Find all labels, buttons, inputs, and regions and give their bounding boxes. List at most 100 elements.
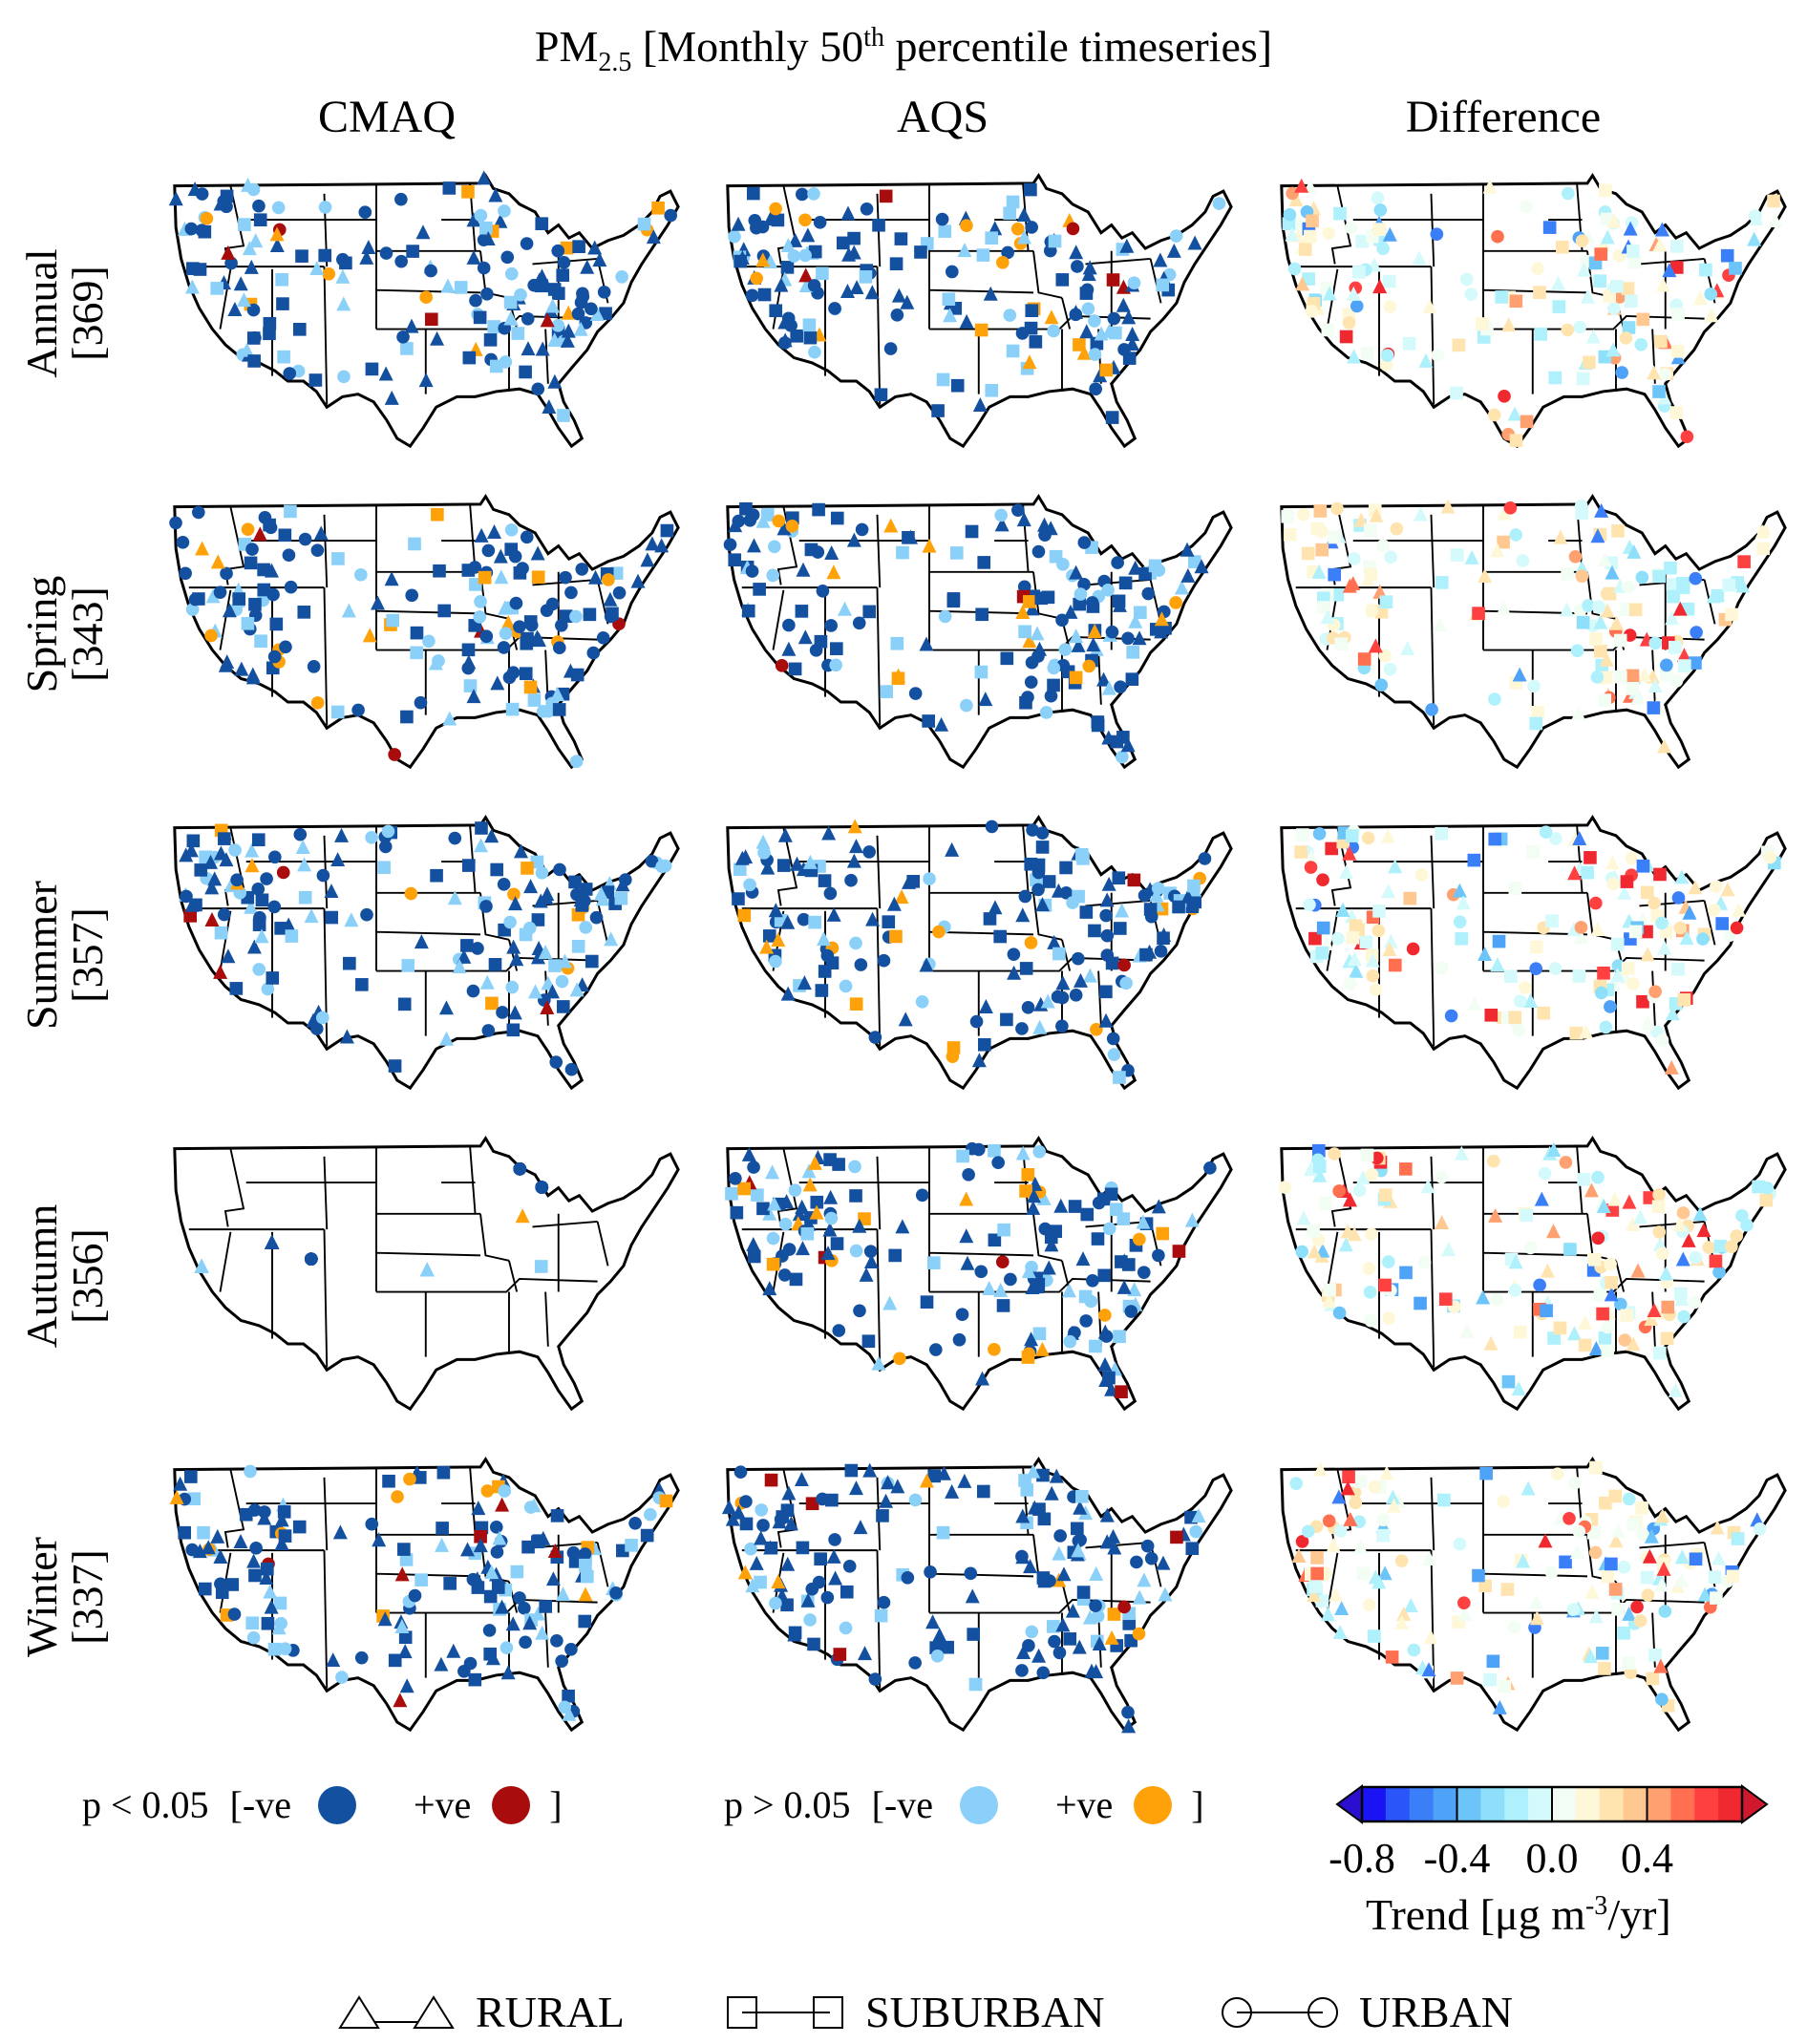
rural-site-marker xyxy=(802,854,818,869)
urban-site-marker xyxy=(569,609,583,624)
map-cmaq-annual xyxy=(168,170,689,454)
rural-site-marker xyxy=(1655,277,1670,292)
suburban-site-marker xyxy=(433,564,446,578)
suburban-site-marker xyxy=(949,546,964,560)
rural-site-marker xyxy=(1457,1607,1473,1621)
suburban-site-marker xyxy=(1596,1307,1609,1321)
urban-site-marker xyxy=(249,1542,263,1555)
suburban-site-marker xyxy=(762,929,776,943)
urban-site-marker xyxy=(217,907,231,922)
suburban-site-marker xyxy=(1313,504,1328,518)
rural-site-marker xyxy=(1180,567,1196,583)
us-map xyxy=(173,814,680,1091)
rural-site-marker xyxy=(371,595,385,610)
suburban-site-marker xyxy=(1709,1254,1723,1268)
urban-site-marker xyxy=(1548,962,1563,975)
urban-site-marker xyxy=(1077,536,1092,549)
season-label: Summer xyxy=(17,881,66,1030)
urban-site-marker xyxy=(796,187,809,202)
legend-neg-label: -ve xyxy=(883,1783,933,1826)
rural-site-marker xyxy=(1534,1191,1549,1206)
suburban-site-marker xyxy=(1455,931,1469,946)
rural-site-marker xyxy=(871,1355,886,1371)
urban-site-marker xyxy=(396,330,410,344)
suburban-site-marker xyxy=(485,996,499,1011)
urban-site-marker xyxy=(1562,186,1575,201)
rural-site-marker xyxy=(777,827,793,842)
rural-site-marker xyxy=(737,1565,753,1580)
rural-site-marker xyxy=(826,906,841,922)
suburban-site-marker xyxy=(461,643,476,657)
rural-site-marker xyxy=(473,1538,488,1553)
rural-site-marker xyxy=(1072,1639,1087,1654)
urban-site-marker xyxy=(354,1650,369,1665)
rural-site-marker xyxy=(1125,327,1140,341)
rural-site-marker xyxy=(1641,1015,1656,1031)
urban-site-marker xyxy=(220,566,233,581)
rural-site-marker xyxy=(168,191,183,206)
urban-site-marker xyxy=(787,249,801,263)
rural-site-marker xyxy=(1099,892,1115,907)
rural-site-marker xyxy=(1647,365,1662,380)
rural-site-marker xyxy=(1610,1522,1626,1538)
suburban-site-marker xyxy=(1677,992,1691,1007)
rural-site-marker xyxy=(1121,1718,1137,1734)
urban-site-marker xyxy=(1383,300,1397,313)
rural-site-marker xyxy=(246,1553,262,1568)
urban-site-marker xyxy=(404,886,418,901)
urban-site-marker xyxy=(1024,675,1038,689)
rural-site-marker xyxy=(755,513,771,528)
suburban-site-marker xyxy=(1138,567,1152,581)
suburban-site-marker xyxy=(241,616,255,630)
urban-site-marker xyxy=(337,370,351,384)
urban-site-marker xyxy=(1101,584,1115,597)
rural-site-marker xyxy=(1710,1520,1725,1535)
rural-site-marker xyxy=(731,1504,746,1520)
rural-site-marker xyxy=(500,614,516,629)
rural-site-marker xyxy=(1674,1573,1690,1588)
rural-site-marker xyxy=(428,655,443,671)
us-map xyxy=(169,1456,680,1733)
suburban-site-marker xyxy=(1363,523,1377,537)
colorbar-under-arrow xyxy=(1335,1784,1363,1824)
legend-not-significant: p > 0.05 [ -ve +ve ] xyxy=(724,1782,1204,1827)
urban-site-marker xyxy=(1371,1151,1384,1165)
suburban-site-marker xyxy=(408,537,421,551)
rural-site-marker xyxy=(1423,1629,1438,1645)
urban-site-marker xyxy=(1390,522,1404,536)
rural-site-marker xyxy=(1334,1600,1350,1615)
urban-site-marker xyxy=(797,912,811,926)
urban-site-marker xyxy=(394,254,408,268)
urban-site-marker xyxy=(1601,1320,1614,1334)
rural-site-marker xyxy=(205,588,221,604)
urban-site-marker xyxy=(960,698,973,713)
suburban-site-marker xyxy=(238,218,251,231)
urban-site-marker xyxy=(1058,643,1073,656)
suburban-site-marker xyxy=(539,1600,553,1613)
legend-pos-label: +ve xyxy=(1054,1783,1114,1826)
suburban-site-marker xyxy=(1296,828,1309,841)
urban-site-marker xyxy=(527,278,542,292)
suburban-site-marker xyxy=(1107,1608,1121,1621)
urban-site-marker xyxy=(1024,936,1038,949)
urban-site-marker xyxy=(945,265,959,279)
suburban-site-marker xyxy=(1715,917,1729,930)
urban-site-marker xyxy=(854,958,868,971)
urban-site-marker xyxy=(282,548,296,563)
rural-site-marker xyxy=(1672,1217,1688,1232)
urban-site-marker xyxy=(1116,750,1129,764)
urban-site-marker xyxy=(1740,1218,1754,1232)
suburban-site-marker xyxy=(757,287,772,302)
rural-site-marker xyxy=(377,1611,393,1627)
urban-site-marker xyxy=(1085,596,1099,609)
rural-site-marker xyxy=(1347,349,1362,364)
suburban-site-marker xyxy=(1325,841,1339,856)
rural-site-marker xyxy=(1590,921,1605,936)
urban-site-marker xyxy=(597,286,611,299)
rural-site-marker xyxy=(461,654,477,670)
suburban-site-marker xyxy=(1553,1321,1567,1335)
rural-site-marker xyxy=(378,366,393,381)
urban-site-marker xyxy=(1606,877,1620,891)
map-difference-autumn xyxy=(1275,1135,1796,1416)
suburban-site-marker xyxy=(922,714,935,728)
